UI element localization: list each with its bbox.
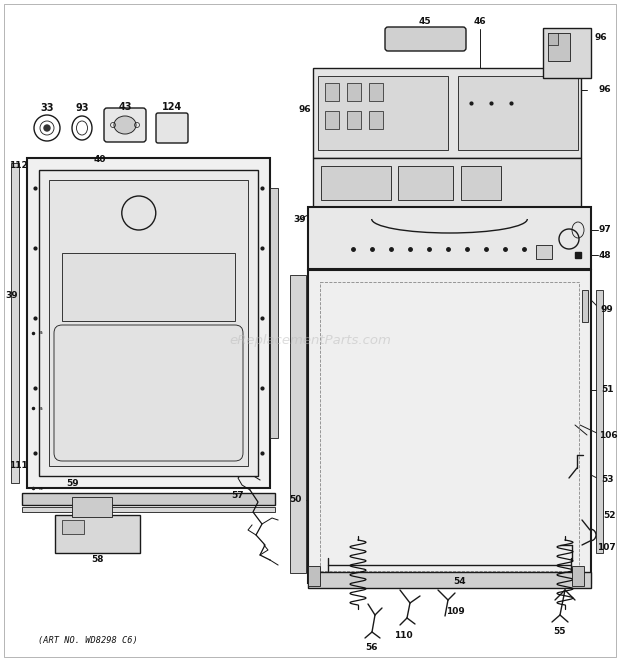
Bar <box>62 253 235 321</box>
Bar <box>313 68 581 158</box>
Text: 124: 124 <box>162 102 182 112</box>
Bar <box>548 33 558 45</box>
Text: 55: 55 <box>554 627 566 637</box>
Text: 99: 99 <box>601 305 613 315</box>
Text: 109: 109 <box>446 607 464 617</box>
Bar <box>27 158 270 488</box>
Text: 57: 57 <box>232 490 244 500</box>
Bar <box>318 76 448 150</box>
Text: 56: 56 <box>366 644 378 652</box>
Text: a: a <box>39 405 43 410</box>
Bar <box>596 290 603 553</box>
Text: 54: 54 <box>454 578 466 586</box>
Text: 111: 111 <box>9 461 27 469</box>
Text: 45: 45 <box>418 17 432 26</box>
Text: 46: 46 <box>474 17 486 26</box>
Text: a: a <box>39 485 43 490</box>
Bar <box>582 290 588 322</box>
Text: 96: 96 <box>299 106 311 114</box>
Bar <box>55 515 140 553</box>
Text: 93: 93 <box>75 103 89 113</box>
Bar <box>398 166 453 200</box>
Bar <box>72 497 112 517</box>
Text: 48: 48 <box>599 251 611 260</box>
Bar <box>22 507 275 512</box>
Bar <box>308 207 591 269</box>
Text: 51: 51 <box>602 385 614 395</box>
Bar <box>22 493 275 505</box>
Text: 50: 50 <box>289 496 301 504</box>
FancyBboxPatch shape <box>54 325 243 461</box>
Bar <box>347 111 361 129</box>
Bar <box>536 245 552 259</box>
Text: 43: 43 <box>118 102 131 112</box>
Text: 33: 33 <box>40 103 54 113</box>
Text: 96: 96 <box>595 34 608 42</box>
Bar <box>325 111 339 129</box>
FancyBboxPatch shape <box>385 27 466 51</box>
Bar <box>461 166 501 200</box>
Text: a: a <box>39 330 43 336</box>
Text: 58: 58 <box>91 555 104 564</box>
Bar <box>321 166 391 200</box>
Bar <box>347 83 361 101</box>
Text: (ART NO. WD8298 C6): (ART NO. WD8298 C6) <box>38 635 138 644</box>
Bar <box>308 572 591 588</box>
Bar <box>308 566 320 586</box>
Text: 96: 96 <box>599 85 611 95</box>
Bar <box>458 76 578 150</box>
Bar <box>270 188 278 438</box>
Bar <box>308 270 591 583</box>
Text: 106: 106 <box>599 430 618 440</box>
Bar <box>290 275 306 573</box>
Bar <box>325 83 339 101</box>
Text: 110: 110 <box>394 631 412 639</box>
FancyBboxPatch shape <box>156 113 188 143</box>
Bar <box>320 282 579 571</box>
FancyBboxPatch shape <box>104 108 146 142</box>
Bar <box>543 28 591 78</box>
Text: 107: 107 <box>596 543 616 553</box>
Text: 53: 53 <box>602 475 614 485</box>
Bar <box>62 520 84 534</box>
Bar <box>548 33 570 61</box>
Text: 112: 112 <box>9 161 27 169</box>
Bar <box>572 566 584 586</box>
Text: 97: 97 <box>599 225 611 235</box>
Text: 40: 40 <box>94 155 106 165</box>
Bar <box>11 163 19 483</box>
Circle shape <box>44 125 50 131</box>
Bar <box>313 158 581 208</box>
Text: 59: 59 <box>67 479 79 488</box>
Text: eReplacementParts.com: eReplacementParts.com <box>229 334 391 347</box>
Text: 39: 39 <box>294 215 306 225</box>
Bar <box>369 83 383 101</box>
Bar <box>369 111 383 129</box>
Bar <box>49 180 248 466</box>
Bar <box>39 170 258 476</box>
Ellipse shape <box>114 116 136 134</box>
Text: 39: 39 <box>6 290 19 299</box>
Text: 52: 52 <box>604 510 616 520</box>
